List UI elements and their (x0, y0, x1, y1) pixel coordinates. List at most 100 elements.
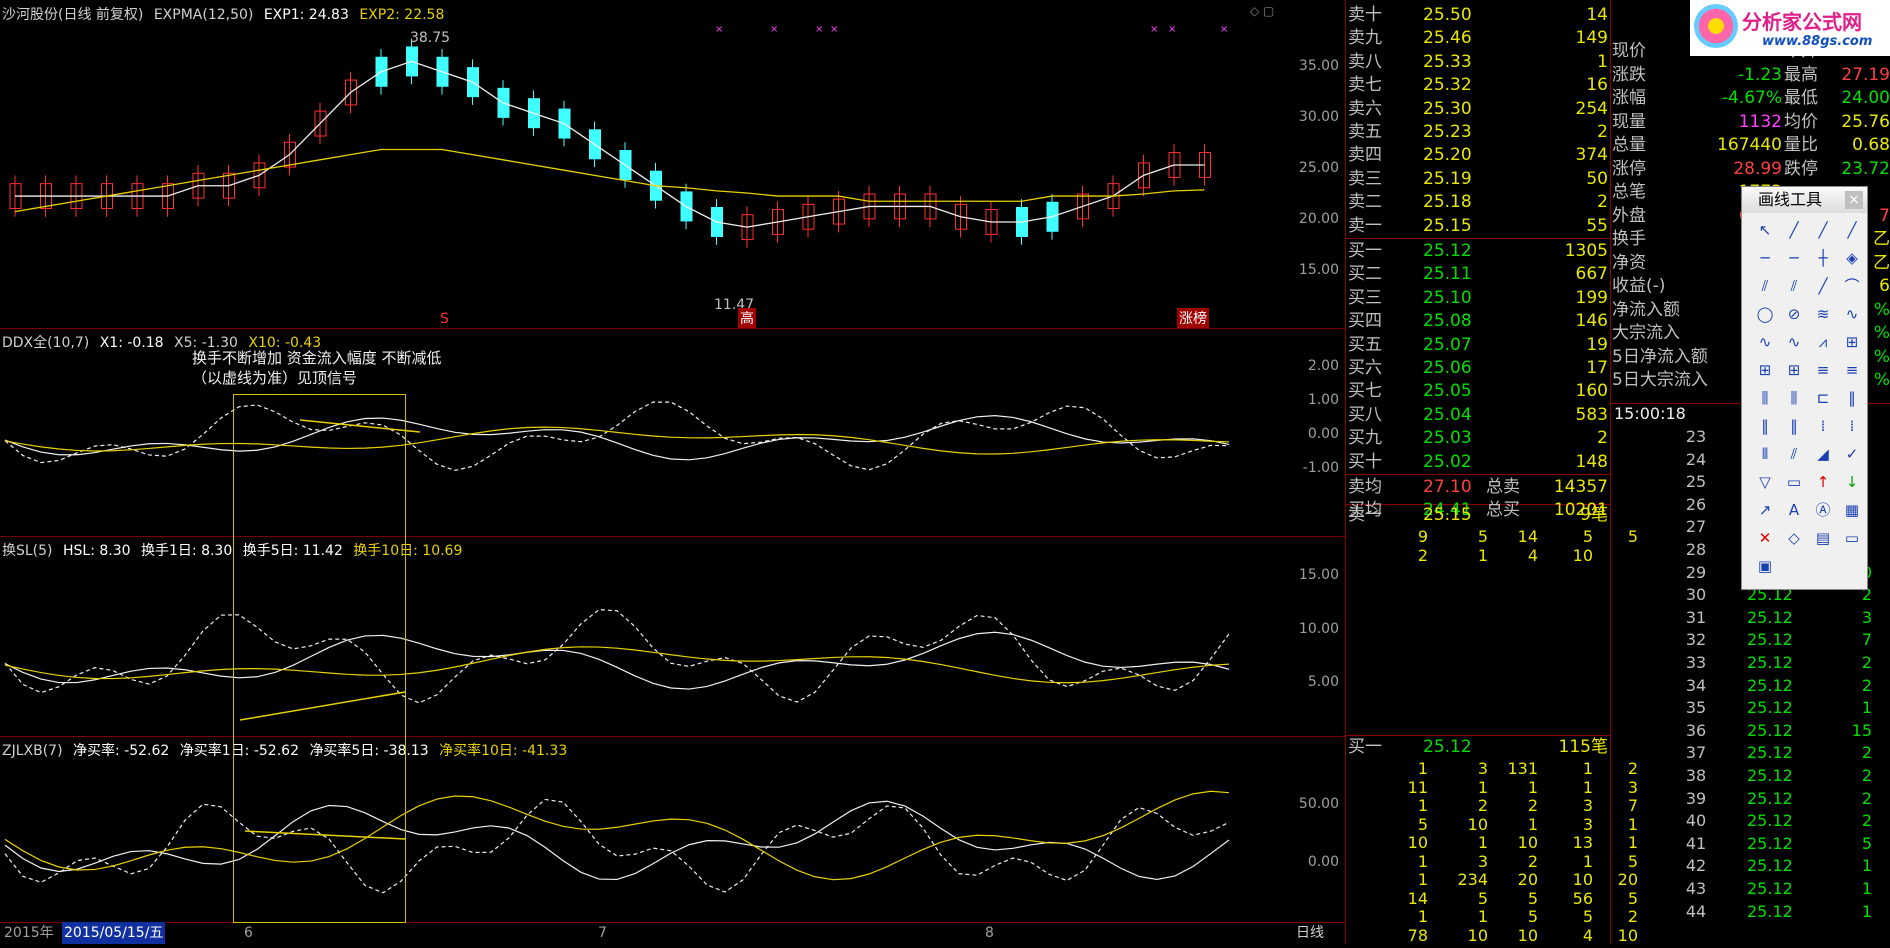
drawing-tool-icon[interactable]: ╱ (1812, 275, 1834, 297)
drawing-tool-icon[interactable]: ⊏ (1812, 387, 1834, 409)
drawing-tool-icon[interactable]: ↖ (1754, 219, 1776, 241)
drawing-tool-icon[interactable]: ▦ (1841, 499, 1863, 521)
drawing-tool-icon[interactable]: ⊘ (1783, 303, 1805, 325)
limit-marker: 涨榜 (1177, 308, 1209, 328)
drawing-tool-icon[interactable]: ⊞ (1783, 359, 1805, 381)
drawing-tool-icon[interactable]: ◈ (1841, 247, 1863, 269)
drawing-tool-icon[interactable]: A (1783, 499, 1805, 521)
drawing-tool-icon[interactable]: ─ (1783, 247, 1805, 269)
ddx-chart[interactable] (0, 328, 1300, 536)
drawing-tool-icon[interactable]: ┼ (1812, 247, 1834, 269)
drawing-tool-icon[interactable]: ∿ (1841, 303, 1863, 325)
drawing-tool-icon[interactable]: ‖ (1783, 415, 1805, 437)
level-volume: 254 (1576, 98, 1608, 121)
drawing-tool-icon[interactable]: ⊞ (1841, 331, 1863, 353)
selected-date[interactable]: 2015/05/15/五 (62, 922, 165, 944)
level-price: 25.19 (1423, 168, 1472, 191)
level-price: 25.46 (1423, 27, 1472, 50)
zjlxb-panel[interactable]: ZJLXB(7) 净买率: -52.62 净买率1日: -52.62 净买率5日… (0, 736, 1345, 923)
drawing-toolbox[interactable]: 画线工具 × ↖ ╱ ╱ ╱ ─ ─ ┼ ◈ ⫽ ⫽ ╱ ⌒ ◯ ⊘ ≋ ∿ ∿ ∿ ⩘ ⊞ ⊞ ⊞ ≡ ≡ ⫼ ⫼ ⊏ ‖ ‖ ‖ ⁞ ⁞ ⫴… (1741, 186, 1868, 590)
drawing-tool-icon[interactable]: ⫽ (1783, 275, 1805, 297)
turnover-chart[interactable] (0, 536, 1300, 736)
drawing-tool-icon[interactable]: ≡ (1841, 359, 1863, 381)
toolbox-titlebar[interactable]: 画线工具 × (1742, 187, 1867, 213)
level-label: 卖一 (1348, 215, 1382, 238)
period-label[interactable]: 日线 (1296, 922, 1324, 944)
drawing-tool-icon[interactable]: ◢ (1812, 443, 1834, 465)
net-buy-rate-chart[interactable] (0, 736, 1300, 922)
drawing-tool-icon[interactable]: ⫽ (1754, 275, 1776, 297)
drawing-tool-icon[interactable]: ⌒ (1841, 275, 1863, 297)
candlestick-chart[interactable]: ××××××× (0, 0, 1300, 328)
hsl-panel[interactable]: 换SL(5) HSL: 8.30 换手1日: 8.30 换手5日: 11.42 … (0, 536, 1345, 737)
y-tick: 10.00 (1299, 621, 1339, 637)
zj-white-line (5, 801, 1229, 879)
drawing-tool-icon[interactable]: ↑ (1812, 471, 1834, 493)
main-chart-panel[interactable]: 沙河股份(日线 前复权) EXPMA(12,50) EXP1: 24.83 EX… (0, 0, 1345, 329)
ddx-panel[interactable]: DDX全(10,7) X1: -0.18 X5: -1.30 X10: -0.4… (0, 328, 1345, 537)
drawing-tool-icon[interactable]: ▽ (1754, 471, 1776, 493)
drawing-tool-icon[interactable]: ⫴ (1754, 443, 1776, 465)
drawing-tool-icon[interactable]: ⩘ (1812, 331, 1834, 353)
drawing-tool-icon[interactable]: ◯ (1754, 303, 1776, 325)
exp1-line (15, 61, 1205, 227)
drawing-tool-icon[interactable]: ▭ (1841, 527, 1863, 549)
drawing-tool-icon[interactable]: ▭ (1783, 471, 1805, 493)
drawing-tool-icon[interactable]: ╱ (1783, 219, 1805, 241)
drawing-tool-icon[interactable]: ↗ (1754, 499, 1776, 521)
level-label: 卖三 (1348, 168, 1382, 191)
window-controls-icon[interactable]: ◇ ▢ (1250, 4, 1274, 18)
drawing-tool-icon[interactable]: ◇ (1783, 527, 1805, 549)
drawing-tool-icon[interactable]: ∿ (1783, 331, 1805, 353)
drawing-tool-icon[interactable]: ∿ (1754, 331, 1776, 353)
drawing-tool-icon[interactable]: ▤ (1812, 527, 1834, 549)
drawing-tool-icon[interactable]: ╱ (1841, 219, 1863, 241)
drawing-tool-icon[interactable]: ≡ (1812, 359, 1834, 381)
drawing-tool-icon[interactable]: ⁞ (1812, 415, 1834, 437)
drawing-tool-icon[interactable]: Ⓐ (1812, 499, 1834, 521)
drawing-tool-icon[interactable]: ‖ (1754, 415, 1776, 437)
drawing-tool-icon[interactable]: ‖ (1841, 387, 1863, 409)
drawing-tool-icon[interactable]: ≋ (1812, 303, 1834, 325)
close-icon[interactable]: × (1845, 191, 1863, 209)
drawing-tool-icon[interactable]: ⊞ (1754, 359, 1776, 381)
drawing-tool-icon[interactable]: ✓ (1841, 443, 1863, 465)
drawing-tool-icon[interactable]: ⫽ (1783, 443, 1805, 465)
drawing-tool-icon[interactable]: ⁞ (1841, 415, 1863, 437)
drawing-tool-icon[interactable]: ↓ (1841, 471, 1863, 493)
drawing-tool-icon[interactable]: ─ (1754, 247, 1776, 269)
drawing-tool-icon[interactable]: ⫼ (1754, 387, 1776, 409)
ddx-yellow-line (5, 427, 1229, 454)
drawing-tool-icon[interactable]: ▣ (1754, 555, 1776, 577)
drawing-tool-icon[interactable]: ╱ (1812, 219, 1834, 241)
drawing-tool-icon[interactable]: ✕ (1754, 527, 1776, 549)
level-volume: 149 (1576, 27, 1608, 50)
toolbox-title: 画线工具 (1758, 190, 1822, 209)
y-tick: 5.00 (1308, 674, 1339, 690)
drawing-tool-icon[interactable]: ⫼ (1783, 387, 1805, 409)
